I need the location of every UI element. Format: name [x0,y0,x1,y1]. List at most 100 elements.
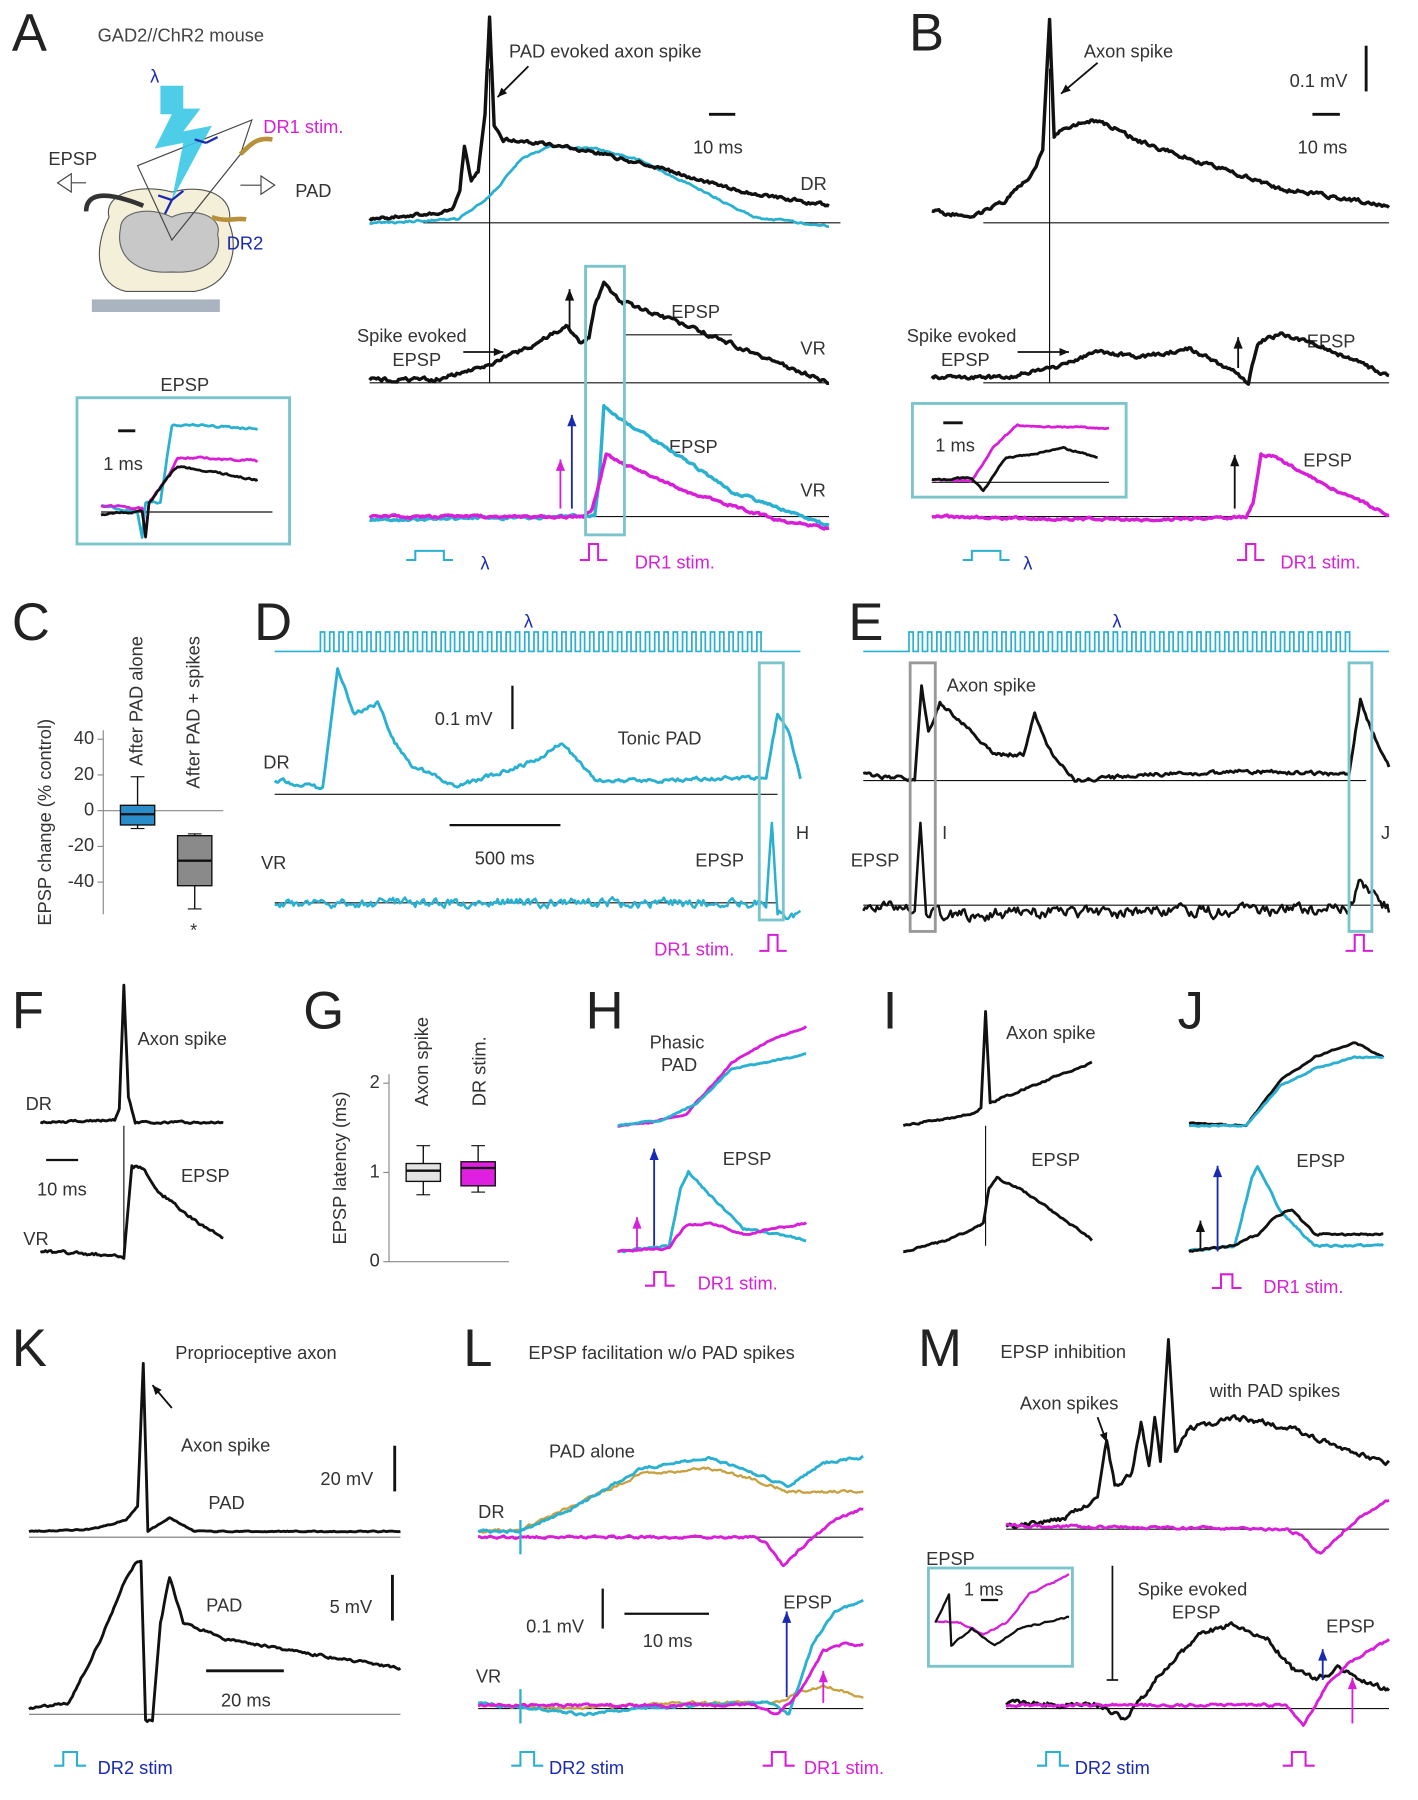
label: EPSP [723,1148,772,1169]
panel-letter: C [12,593,50,652]
label: DR1 stim. [263,116,343,137]
trace [617,1025,808,1128]
neurons [157,136,219,215]
stim-pulse [1345,933,1373,952]
arrow-head [555,459,565,471]
highlight-box [584,264,626,537]
label: DR2 stim [1075,1757,1150,1778]
label: 10 ms [643,1630,693,1651]
label: I [942,822,947,843]
trace [1188,1208,1384,1253]
y-tick-label: 20 [74,763,94,784]
trace [617,1221,808,1253]
cartoon [56,85,276,312]
y-tick-label: 2 [370,1071,380,1092]
gray-matter [118,210,220,273]
label: Phasic [650,1031,705,1052]
trace [931,17,1391,219]
label: λ [1023,552,1032,573]
label: Spike evoked [357,325,467,346]
label: DR1 stim. [698,1272,778,1293]
label: EPSP [1172,1602,1221,1623]
box [460,1161,496,1187]
label: EPSP [926,1548,975,1569]
label: 1 ms [935,435,975,456]
pad-arrow [240,174,276,196]
panel-letter: L [463,1319,492,1378]
trace [862,821,1391,923]
arrow-head [632,1217,642,1229]
y-tick-label: 0 [84,799,94,820]
trace [477,1641,864,1716]
light-train [274,631,801,653]
panel-letter: I [883,982,898,1041]
y-tick-label: -40 [68,870,94,891]
trace [369,403,830,527]
label: Axon spike [947,675,1036,696]
label: GAD2//ChR2 mouse [98,24,264,45]
panel-letter: J [1178,982,1204,1041]
panel-letter: H [586,982,624,1041]
highlight-box [911,402,1128,499]
label: EPSP [851,850,900,871]
trace [368,15,830,222]
label: 0.1 mV [435,708,494,729]
stim-pulse [1236,542,1265,562]
panel-letter: B [909,3,944,62]
label: PAD [295,180,331,201]
label: DR [263,751,289,772]
label: EPSP [1296,1150,1345,1171]
label: EPSP facilitation w/o PAD spikes [528,1342,794,1363]
arrow-head [1233,337,1243,349]
trace [100,455,259,539]
y-tick-label: 0 [370,1250,380,1271]
label: 10 ms [37,1179,87,1200]
trace [28,1362,401,1534]
label: PAD [206,1595,242,1616]
trace [39,983,224,1125]
label: Proprioceptive axon [175,1342,336,1363]
highlight-box [927,1566,1074,1668]
trace [935,1573,1070,1636]
arrow-head [1347,1677,1357,1690]
label: EPSP [1307,331,1356,352]
electrode [83,193,145,212]
epsp-arrow [56,172,87,194]
label: DR [478,1501,504,1522]
y-tick-label: -20 [68,834,94,855]
label: 10 ms [1298,136,1348,157]
trace [477,1466,864,1534]
trace [39,1164,224,1260]
stim-pulse [645,1270,675,1287]
arrow-head [782,1611,792,1623]
light-beam [154,85,212,200]
label: 5 mV [330,1596,373,1617]
label: 1 ms [964,1579,1004,1600]
stim-pulse [54,1750,87,1767]
label: 20 ms [221,1690,271,1711]
label: PAD evoked axon spike [509,40,702,61]
trace [1005,1499,1390,1555]
trace [100,465,259,539]
label: PAD [208,1492,244,1513]
label: EPSP inhibition [1000,1341,1126,1362]
trace [903,1175,1093,1254]
y-axis-label: EPSP latency (ms) [329,1092,350,1245]
label: DR1 stim. [1263,1276,1343,1297]
arrow-head [565,289,575,301]
category-label: After PAD alone [125,636,146,766]
arrow-head [1230,454,1240,467]
y-tick-label: 40 [74,727,94,748]
highlight-box [1347,661,1374,933]
label: EPSP [671,301,720,322]
label: DR1 stim. [654,939,734,960]
box [405,1162,442,1183]
stim-pulse [406,549,453,562]
label: DR2 [227,232,264,253]
arrow-head [567,414,577,427]
light-train [863,631,1389,653]
label: Spike evoked [1138,1579,1248,1600]
stim-pulse [962,549,1010,562]
trace [617,1052,807,1127]
label: Axon spike [138,1028,227,1049]
